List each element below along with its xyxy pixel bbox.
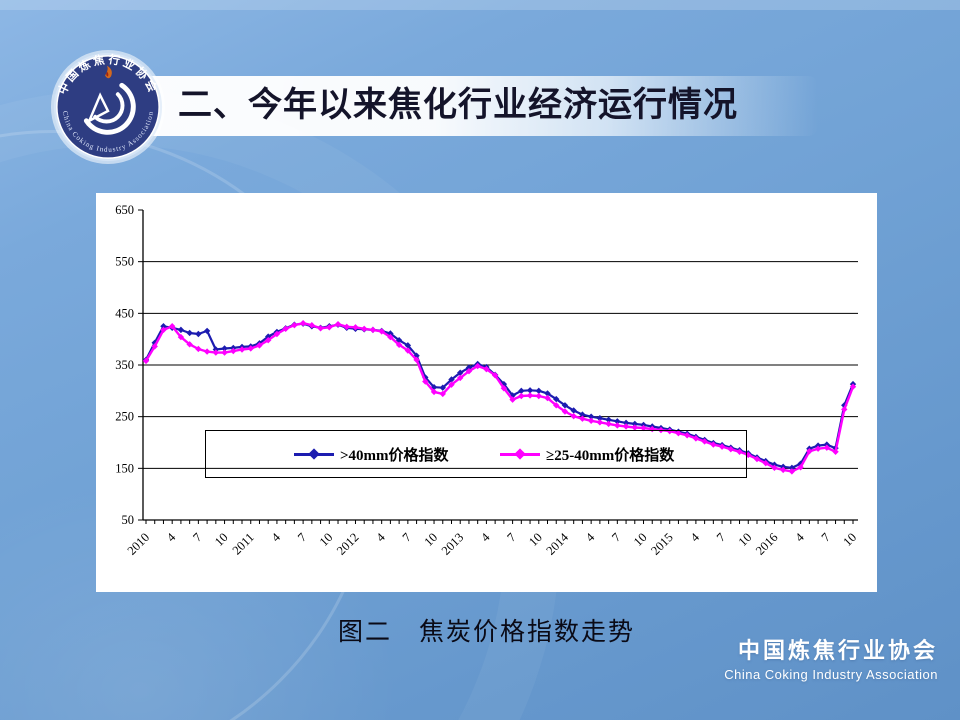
watermark: 中国炼焦行业协会 China Coking Industry Associati… — [724, 633, 938, 682]
svg-text:2015: 2015 — [648, 530, 676, 558]
page-title: 二、今年以来焦化行业经济运行情况 — [178, 87, 738, 124]
legend-entry-over40mm: >40mm价格指数 — [294, 431, 449, 477]
svg-text:7: 7 — [400, 530, 414, 544]
svg-text:10: 10 — [421, 530, 440, 549]
svg-text:2012: 2012 — [334, 530, 362, 558]
svg-text:10: 10 — [317, 530, 336, 549]
svg-text:350: 350 — [115, 358, 134, 372]
logo-circle — [56, 55, 160, 159]
svg-text:50: 50 — [122, 513, 135, 527]
svg-text:10: 10 — [631, 530, 650, 549]
svg-text:4: 4 — [583, 530, 598, 545]
title-bar — [118, 76, 818, 136]
svg-text:7: 7 — [504, 530, 518, 544]
logo-swoosh — [83, 82, 136, 135]
diamond-marker-icon — [308, 447, 320, 460]
svg-text:650: 650 — [115, 203, 134, 217]
svg-text:2013: 2013 — [439, 530, 467, 558]
association-logo: 中国炼焦行业协会 China Coking Industry Associati… — [49, 48, 167, 166]
legend-line-sample-blue — [294, 447, 334, 460]
svg-text:2014: 2014 — [544, 530, 572, 558]
diamond-marker-icon — [514, 447, 526, 460]
svg-text:4: 4 — [688, 530, 703, 545]
svg-text:2016: 2016 — [753, 530, 781, 558]
logo-emblem: 中国炼焦行业协会 China Coking Industry Associati… — [50, 49, 166, 165]
watermark-en: China Coking Industry Association — [724, 667, 938, 682]
svg-text:4: 4 — [269, 530, 284, 545]
svg-text:2010: 2010 — [125, 530, 153, 558]
svg-text:10: 10 — [840, 530, 859, 549]
svg-text:4: 4 — [373, 530, 388, 545]
svg-text:150: 150 — [115, 461, 134, 475]
svg-text:550: 550 — [115, 255, 134, 269]
svg-text:450: 450 — [115, 306, 134, 320]
svg-text:10: 10 — [526, 530, 545, 549]
svg-text:7: 7 — [609, 530, 623, 544]
svg-text:4: 4 — [478, 530, 493, 545]
legend-entry-25to40mm: ≥25-40mm价格指数 — [500, 431, 674, 477]
svg-text:4: 4 — [792, 530, 807, 545]
background-sheen — [0, 0, 960, 10]
svg-text:7: 7 — [295, 530, 309, 544]
svg-text:250: 250 — [115, 410, 134, 424]
svg-text:7: 7 — [190, 530, 204, 544]
legend-line-sample-magenta — [500, 447, 540, 460]
watermark-cn: 中国炼焦行业协会 — [737, 638, 938, 663]
svg-text:7: 7 — [819, 530, 833, 544]
svg-text:7: 7 — [714, 530, 728, 544]
legend-label-25to40mm: ≥25-40mm价格指数 — [546, 447, 675, 464]
svg-text:10: 10 — [736, 530, 755, 549]
figure-caption: 图二 焦炭价格指数走势 — [337, 619, 635, 646]
legend-label-over40mm: >40mm价格指数 — [340, 447, 449, 464]
svg-text:4: 4 — [164, 530, 179, 545]
chart-legend: >40mm价格指数 ≥25-40mm价格指数 — [205, 430, 747, 478]
chart-panel: 650 550 450 350 250 150 50 2010 4 7 10 2011 4 7 10 2012… — [96, 193, 877, 592]
svg-text:2011: 2011 — [230, 530, 257, 557]
svg-text:10: 10 — [212, 530, 231, 549]
